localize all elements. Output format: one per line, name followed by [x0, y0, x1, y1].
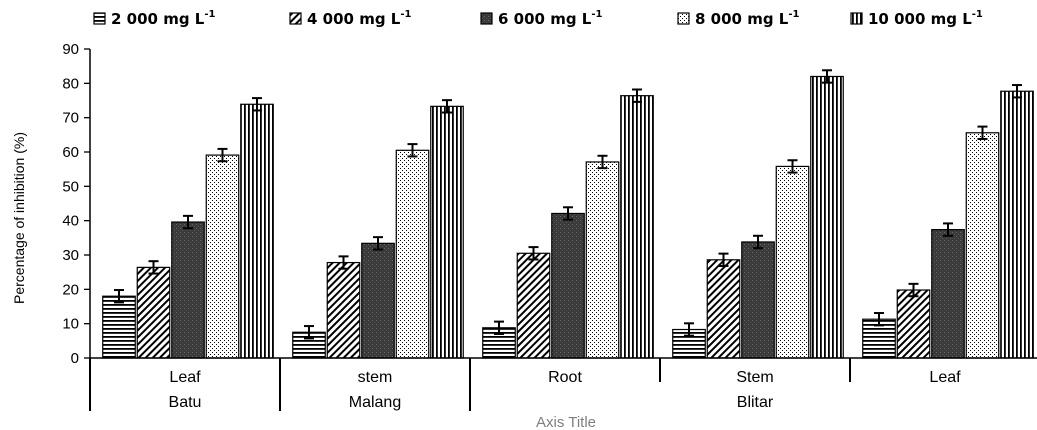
- bar: [1000, 90, 1034, 359]
- legend-swatch: [93, 12, 106, 25]
- legend-item: 6 000 mg L-1: [480, 9, 602, 28]
- y-tick-label: 30: [62, 247, 79, 264]
- bar: [965, 132, 1000, 359]
- category-label: Leaf: [929, 369, 961, 386]
- group-label: Malang: [349, 394, 401, 411]
- legend-swatch: [850, 12, 863, 25]
- bar: [931, 228, 965, 359]
- bar: [326, 261, 361, 359]
- bar: [585, 161, 620, 359]
- legend-item: 4 000 mg L-1: [289, 9, 411, 28]
- group-label: Blitar: [737, 394, 774, 411]
- bar: [810, 75, 844, 359]
- y-tick-label: 20: [62, 281, 79, 298]
- y-tick-label: 70: [62, 110, 79, 127]
- legend-label: 2 000 mg L-1: [111, 9, 215, 28]
- bar: [136, 266, 171, 359]
- category-label: Leaf: [169, 369, 201, 386]
- bar: [706, 259, 741, 359]
- y-tick-label: 0: [71, 350, 79, 367]
- legend-label: 8 000 mg L-1: [695, 9, 799, 28]
- bar: [240, 103, 274, 359]
- legend-item: 10 000 mg L-1: [850, 9, 983, 28]
- bar: [516, 252, 551, 359]
- y-tick-label: 40: [62, 213, 79, 230]
- bar: [395, 149, 430, 359]
- legend-label: 6 000 mg L-1: [498, 9, 602, 28]
- legend-label: 10 000 mg L-1: [868, 9, 983, 28]
- bar: [741, 241, 775, 359]
- legend-label: 4 000 mg L-1: [307, 9, 411, 28]
- category-label: stem: [358, 369, 393, 386]
- legend-swatch: [480, 12, 493, 25]
- legend-item: 2 000 mg L-1: [93, 9, 215, 28]
- x-axis-title: Axis Title: [536, 414, 596, 430]
- bar: [171, 221, 205, 359]
- legend: 2 000 mg L-1 4 000 mg L-1 6 000 mg L-1 8 00…: [93, 9, 983, 28]
- bar: [551, 212, 585, 359]
- x-axis: Leaf stem Root Stem Leaf Batu Malang Blitar: [89, 357, 1037, 411]
- category-label: Root: [548, 369, 582, 386]
- bars: [102, 69, 1034, 359]
- y-tick-label: 90: [62, 41, 79, 58]
- bar: [361, 242, 395, 359]
- y-tick-label: 10: [62, 316, 79, 333]
- y-tick-label: 60: [62, 144, 79, 161]
- bar: [775, 165, 810, 359]
- y-axis: 0 10 20 30 40 50 60 70 80 90: [62, 41, 91, 367]
- y-tick-label: 80: [62, 75, 79, 92]
- legend-item: 8 000 mg L-1: [677, 9, 799, 28]
- legend-swatch: [289, 12, 302, 25]
- bar: [102, 295, 136, 359]
- legend-swatch: [677, 12, 690, 25]
- bar: [430, 105, 464, 359]
- y-tick-label: 50: [62, 178, 79, 195]
- bar: [205, 154, 240, 359]
- bar: [896, 289, 931, 359]
- y-axis-label: Percentage of inhibition (%): [11, 132, 27, 304]
- category-label: Stem: [736, 369, 773, 386]
- group-label: Batu: [169, 394, 202, 411]
- bar: [620, 95, 654, 359]
